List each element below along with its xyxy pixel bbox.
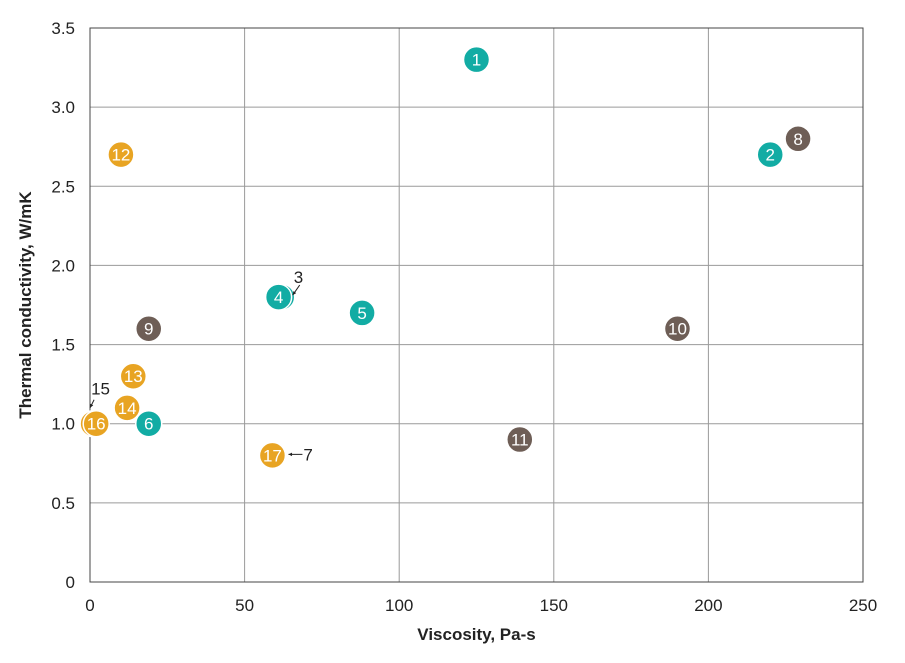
point-marker <box>756 140 784 169</box>
annotation-3: 3 <box>292 268 303 296</box>
annotation-7: 7 <box>288 445 313 464</box>
y-tick-label: 0.5 <box>51 494 75 513</box>
y-tick-label: 0 <box>66 573 75 592</box>
x-tick-label: 200 <box>694 596 722 615</box>
plot-frame <box>89 27 864 583</box>
point-9: 9 <box>134 314 163 343</box>
x-axis-ticks: 0 50 100 150 200 250 <box>85 596 877 615</box>
y-axis-title: Thermal conductivity, W/mK <box>16 191 35 419</box>
point-marker <box>663 314 692 343</box>
point-marker <box>113 394 141 422</box>
point-marker <box>258 441 287 470</box>
y-tick-label: 2.0 <box>51 256 75 275</box>
point-marker <box>348 299 376 327</box>
annotation-arrowhead <box>292 291 297 296</box>
point-label: 13 <box>124 367 143 386</box>
point-label: 12 <box>111 146 130 165</box>
y-tick-label: 1.5 <box>51 336 75 355</box>
annotation-label: 7 <box>303 445 312 464</box>
point-label: 11 <box>511 431 529 450</box>
point-marker <box>784 125 812 153</box>
x-tick-label: 100 <box>385 596 413 615</box>
point-marker <box>264 283 293 311</box>
point-marker <box>119 362 148 390</box>
point-label: 10 <box>668 320 687 339</box>
annotation-label: 15 <box>91 380 110 399</box>
point-1: 1 <box>462 45 491 74</box>
point-label: 8 <box>793 130 802 149</box>
data-points: 1234567891011121314151617 <box>79 45 812 470</box>
point-label: 9 <box>144 320 153 339</box>
annotation-15: 15 <box>89 380 110 408</box>
point-2: 2 <box>756 140 784 169</box>
point-label: 2 <box>766 146 775 165</box>
y-tick-label: 3.5 <box>51 19 75 38</box>
y-tick-label: 2.5 <box>51 177 75 196</box>
point-label: 17 <box>263 446 282 465</box>
y-tick-label: 3.0 <box>51 98 75 117</box>
point-label: 1 <box>472 51 481 70</box>
point-16: 16 <box>82 409 110 438</box>
point-6: 6 <box>134 409 163 438</box>
point-17: 17 <box>258 441 287 470</box>
point-12: 12 <box>107 140 135 169</box>
x-tick-label: 150 <box>540 596 568 615</box>
point-11: 11 <box>506 425 534 454</box>
point-label: 14 <box>118 399 137 418</box>
point-marker <box>462 45 491 74</box>
point-label: 5 <box>357 304 366 323</box>
x-axis-title: Viscosity, Pa-s <box>417 625 535 644</box>
x-tick-label: 0 <box>85 596 94 615</box>
point-10: 10 <box>663 314 692 343</box>
point-marker <box>506 425 534 454</box>
point-annotations: 3 7 15 <box>89 268 313 464</box>
point-label: 4 <box>274 288 283 307</box>
point-marker <box>134 314 163 343</box>
annotation-label: 3 <box>294 268 303 287</box>
annotation-arrowhead <box>90 403 94 408</box>
x-tick-label: 250 <box>849 596 877 615</box>
point-marker <box>134 409 163 438</box>
point-marker <box>107 140 135 169</box>
point-8: 8 <box>784 125 812 153</box>
point-5: 5 <box>348 299 376 327</box>
y-tick-label: 1.0 <box>51 415 75 434</box>
point-label: 16 <box>87 415 106 434</box>
point-13: 13 <box>119 362 148 390</box>
point-14: 14 <box>113 394 141 422</box>
annotation-arrowhead <box>288 452 293 457</box>
x-tick-label: 50 <box>235 596 254 615</box>
point-label: 6 <box>144 415 153 434</box>
point-4: 4 <box>264 283 293 311</box>
point-marker <box>82 409 110 438</box>
y-axis-ticks: 0 0.5 1.0 1.5 2.0 2.5 3.0 3.5 <box>51 19 75 592</box>
